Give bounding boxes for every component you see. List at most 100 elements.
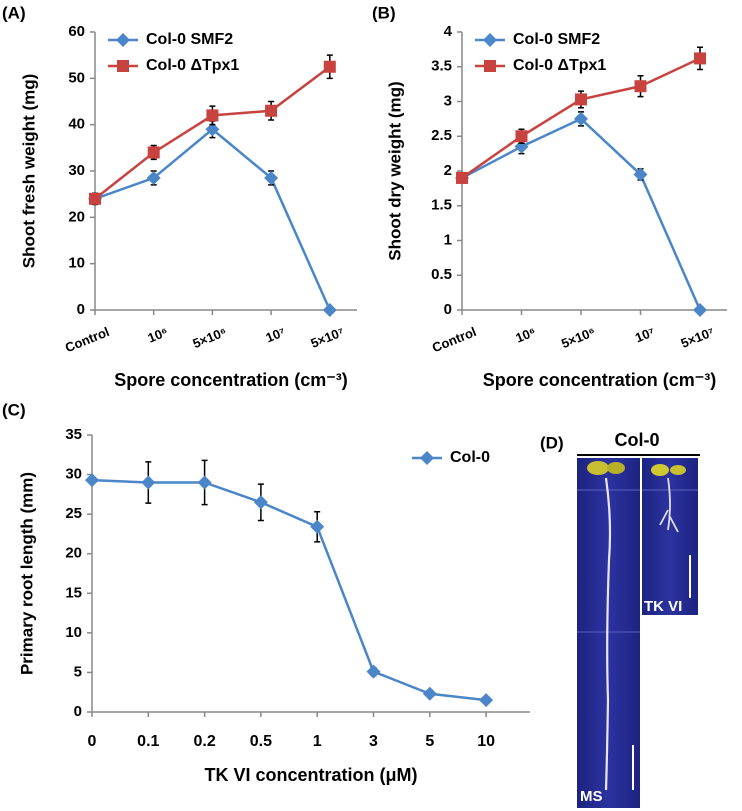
y-tick-label: 2.5 [431,127,452,144]
y-tick-label: 60 [68,23,85,40]
data-point [366,664,381,679]
photo-tkvi [642,458,698,615]
legend-marker [483,33,497,47]
data-point [322,303,337,317]
data-point [197,475,212,490]
y-tick-label: 15 [65,584,82,601]
data-point [85,473,99,488]
x-tick-label: 10⁶ [146,324,171,346]
panel-label: (D) [540,433,564,452]
x-tick-label: 10⁷ [633,324,657,345]
y-tick-label: 5 [74,663,82,680]
legend-label: Col-0 ΔTpx1 [146,57,239,74]
legend-marker [117,60,129,72]
x-tick-label: 5×10⁶ [190,324,228,351]
x-tick-label: 0 [88,733,97,750]
data-point [422,686,437,701]
x-axis-title: Spore concentration (cm⁻³) [483,370,717,390]
data-point [515,130,528,143]
panel-label: (A) [2,3,26,22]
y-tick-label: 50 [68,69,85,86]
root [604,477,612,791]
x-tick-label: 10⁷ [264,324,288,345]
series-line [461,117,702,311]
photo-ms [577,458,640,808]
y-tick-label: 20 [68,208,85,225]
data-point [456,171,468,184]
y-tick-label: 1.5 [431,197,452,214]
data-point [514,139,529,154]
root [659,477,679,533]
data-point [694,52,706,65]
data-point [633,167,648,182]
x-tick-label: 1 [313,733,322,750]
x-tick-label: 5×10⁷ [308,324,346,351]
data-point [146,170,161,185]
data-point [693,303,707,317]
x-tick-label: 0.2 [193,733,215,750]
photo-label: MS [580,788,603,805]
legend-label: Col-0 SMF2 [146,31,233,48]
y-tick-label: 35 [65,426,82,443]
y-tick-label: 40 [68,116,85,133]
data-point [205,122,220,137]
y-tick-label: 0.5 [431,266,452,283]
x-axis-title: Spore concentration (cm⁻³) [114,370,348,390]
panel-label: (C) [2,400,26,419]
legend-marker [420,451,434,465]
x-tick-label: 5×10⁷ [679,324,717,351]
x-tick-label: Control [430,324,478,355]
y-tick-label: 20 [65,545,82,562]
x-tick-label: 10⁶ [513,324,538,346]
data-point [89,192,101,205]
panel-d: (D) Col-0 MS TK VI [540,430,700,808]
series-line [91,478,487,702]
leaf [587,461,609,475]
y-tick-label: 1 [444,231,452,248]
y-tick-label: 0 [74,703,82,720]
data-point [265,104,278,117]
data-point [574,111,588,126]
x-tick-label: 0.5 [250,733,272,750]
data-point [479,693,494,708]
y-tick-label: 0 [77,301,85,318]
y-tick-label: 25 [65,505,82,522]
legend-marker [116,33,130,47]
legend-marker [484,60,496,72]
x-axis-title: TK VI concentration (μM) [204,765,417,785]
y-tick-label: 0 [444,301,452,318]
data-point [323,60,336,73]
y-tick-label: 4 [444,23,453,40]
legend-label: Col-0 ΔTpx1 [513,57,606,74]
photo-label: TK VI [644,598,682,615]
data-point [575,93,587,106]
y-axis-title: Shoot dry weight (mg) [385,81,404,260]
data-point [147,146,160,159]
y-tick-label: 30 [65,466,82,483]
y-tick-label: 2 [444,162,452,179]
x-tick-label: Control [63,324,111,355]
leaf [670,465,686,475]
y-tick-label: 10 [65,624,82,641]
y-tick-label: 30 [68,162,85,179]
x-tick-label: 5 [425,733,434,750]
x-tick-label: 0.1 [137,733,159,750]
y-tick-label: 3.5 [431,58,452,75]
y-tick-label: 3 [444,92,452,109]
data-point [141,475,156,490]
x-tick-label: 5×10⁶ [559,324,597,351]
leaf [651,464,669,476]
data-point [206,109,219,122]
legend-label: Col-0 SMF2 [513,31,600,48]
data-point [264,170,279,185]
y-axis-title: Primary root length (mm) [17,472,36,675]
x-tick-label: 10 [477,733,495,750]
x-tick-label: 3 [369,733,378,750]
data-point [634,80,647,93]
leaf [607,462,625,474]
data-point [253,495,268,510]
legend-label: Col-0 [450,449,490,466]
panel-label: (B) [372,3,396,22]
panel-title: Col-0 [615,430,660,450]
